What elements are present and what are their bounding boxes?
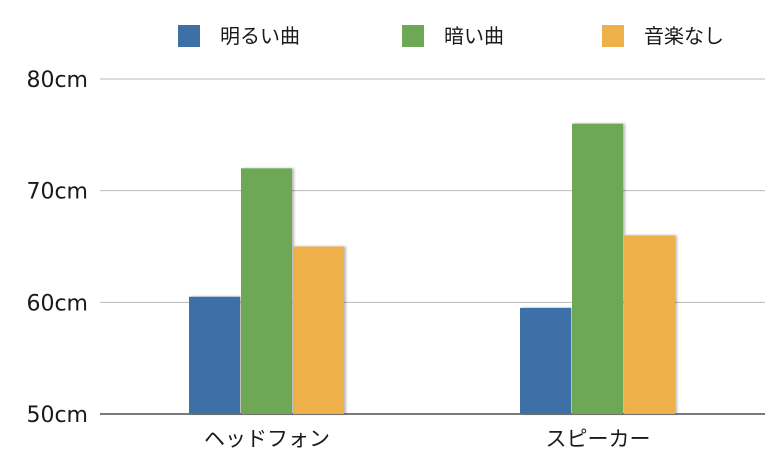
bar-2-series-3: [624, 235, 675, 414]
bars: [189, 123, 675, 415]
y-axis-ticks: 50cm 60cm 70cm 80cm: [26, 68, 88, 428]
legend-swatch-2: [402, 25, 424, 47]
x-tick-label-1: ヘッドフォン: [204, 427, 330, 451]
bar-2-series-2: [572, 123, 623, 415]
bar-1-series-2: [241, 168, 292, 414]
legend-swatch-1: [178, 25, 200, 47]
bar-2-series-1: [520, 307, 571, 414]
legend-label-2: 暗い曲: [444, 24, 504, 48]
x-axis-ticks: ヘッドフォン スピーカー: [204, 427, 651, 451]
legend-label-1: 明るい曲: [220, 24, 300, 48]
y-tick-label-80: 80cm: [26, 68, 88, 93]
legend: 明るい曲 暗い曲 音楽なし: [178, 24, 724, 48]
bar-1-series-1: [189, 296, 240, 414]
y-tick-label-50: 50cm: [26, 403, 88, 428]
y-tick-label-60: 60cm: [26, 291, 88, 316]
legend-swatch-3: [602, 25, 624, 47]
y-tick-label-70: 70cm: [26, 180, 88, 205]
bar-1-series-3: [293, 246, 344, 414]
x-tick-label-2: スピーカー: [546, 427, 651, 451]
legend-label-3: 音楽なし: [644, 24, 724, 48]
